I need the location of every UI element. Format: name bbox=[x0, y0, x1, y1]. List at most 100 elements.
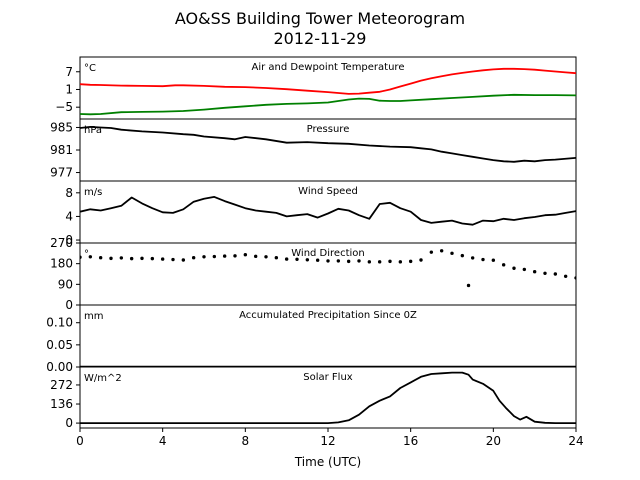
wind-direction-point bbox=[377, 260, 382, 264]
y-tick-label: 981 bbox=[50, 143, 73, 157]
unit-label: ° bbox=[84, 249, 89, 260]
wind-direction-point bbox=[408, 259, 413, 264]
unit-label: °C bbox=[84, 63, 96, 74]
panels-group: −5 1 7 °C Air and Dewpoint Temperature 977 981… bbox=[46, 56, 577, 430]
solar-flux-series-0-line bbox=[80, 371, 576, 424]
wind-direction-point bbox=[336, 259, 341, 263]
wind-direction-point bbox=[429, 250, 434, 254]
x-tick-label: 4 bbox=[159, 434, 167, 448]
wind-direction-point bbox=[202, 255, 206, 259]
wind-direction-point bbox=[481, 257, 485, 262]
wind-direction-point bbox=[119, 256, 124, 260]
air-and-dewpoint-temperature-series-0-line bbox=[80, 67, 576, 95]
unit-label: m/s bbox=[84, 187, 102, 198]
wind-direction-point bbox=[388, 259, 392, 264]
panel-title: Pressure bbox=[307, 124, 350, 135]
wind-direction-point bbox=[109, 256, 113, 261]
wind-direction-point bbox=[491, 258, 496, 262]
wind-direction-point bbox=[543, 271, 547, 276]
wind-direction-point bbox=[553, 272, 558, 276]
panel-solar-flux: 0 136 272 W/m^2 Solar Flux bbox=[50, 366, 577, 430]
y-tick-label: 4 bbox=[65, 209, 73, 223]
air-and-dewpoint-temperature-series-1-line bbox=[80, 93, 576, 116]
wind-direction-point bbox=[574, 276, 576, 280]
y-tick-label: 270 bbox=[50, 236, 73, 250]
y-tick-label: 0.05 bbox=[46, 338, 73, 352]
wind-direction-point bbox=[419, 258, 423, 262]
x-tick-label: 24 bbox=[568, 434, 583, 448]
wind-speed-series-0-line bbox=[80, 196, 576, 226]
wind-direction-point bbox=[470, 256, 475, 260]
wind-direction-point bbox=[212, 254, 217, 259]
y-tick-label: 0.10 bbox=[46, 316, 73, 330]
x-tick-label: 0 bbox=[76, 434, 84, 448]
wind-direction-point bbox=[439, 249, 444, 253]
wind-direction-point bbox=[460, 253, 465, 258]
y-tick-label: 180 bbox=[50, 257, 73, 271]
wind-direction-point bbox=[264, 255, 268, 259]
x-tick-label: 12 bbox=[320, 434, 335, 448]
panel-title: Air and Dewpoint Temperature bbox=[252, 62, 405, 73]
panel-title: Solar Flux bbox=[303, 372, 353, 383]
wind-direction-point bbox=[80, 255, 82, 259]
wind-direction-point bbox=[253, 254, 258, 259]
y-tick-label: 8 bbox=[65, 186, 73, 200]
wind-direction-point bbox=[129, 256, 134, 261]
wind-direction-point bbox=[274, 255, 279, 260]
x-axis-label: Time (UTC) bbox=[294, 455, 361, 469]
unit-label: mm bbox=[84, 311, 103, 322]
y-tick-label: 7 bbox=[65, 65, 73, 79]
panel-air-and-dewpoint-temperature: −5 1 7 °C Air and Dewpoint Temperature bbox=[55, 56, 577, 120]
y-tick-label: 0 bbox=[65, 233, 73, 247]
wind-direction-point bbox=[160, 257, 165, 261]
wind-direction-point bbox=[98, 255, 103, 260]
figure-title-line2: 2012-11-29 bbox=[274, 29, 367, 48]
wind-direction-point bbox=[512, 266, 516, 270]
figure-title-line1: AO&SS Building Tower Meteorogram bbox=[175, 9, 465, 28]
wind-direction-point bbox=[284, 257, 289, 261]
wind-direction-point bbox=[295, 257, 299, 262]
wind-direction-point bbox=[563, 274, 568, 278]
y-tick-label: 272 bbox=[50, 378, 73, 392]
y-tick-label: 977 bbox=[50, 166, 73, 180]
wind-direction-point bbox=[233, 254, 237, 258]
y-tick-label: 1 bbox=[65, 82, 73, 96]
wind-direction-point bbox=[315, 258, 320, 262]
wind-direction-point bbox=[181, 258, 186, 262]
wind-direction-point bbox=[501, 263, 506, 267]
wind-direction-point bbox=[532, 270, 537, 274]
unit-label: hPa bbox=[84, 125, 102, 136]
wind-direction-point bbox=[88, 255, 93, 259]
panel-title: Wind Speed bbox=[298, 186, 358, 197]
y-tick-label: 0 bbox=[65, 416, 73, 430]
y-tick-label: 0 bbox=[65, 298, 73, 312]
y-tick-label: −5 bbox=[55, 100, 73, 114]
x-tick-label: 20 bbox=[486, 434, 501, 448]
y-tick-label: 985 bbox=[50, 120, 73, 134]
x-tick-label: 8 bbox=[242, 434, 250, 448]
wind-direction-point bbox=[150, 256, 155, 261]
wind-direction-point bbox=[466, 283, 471, 288]
wind-direction-point bbox=[398, 260, 403, 264]
panel-wind-direction: 0 90 180 270 ° Wind Direction bbox=[50, 236, 577, 312]
wind-direction-point bbox=[243, 253, 248, 257]
pressure-series-0-line bbox=[80, 126, 576, 163]
wind-direction-point bbox=[222, 254, 227, 258]
panel-title: Accumulated Precipitation Since 0Z bbox=[239, 310, 417, 321]
unit-label: W/m^2 bbox=[84, 373, 122, 384]
wind-direction-point bbox=[171, 257, 175, 262]
panel-accumulated-precipitation-since-0z: 0.00 0.05 0.10 mm Accumulated Precipitation … bbox=[46, 304, 577, 374]
panel-wind-speed: 0 4 8 m/s Wind Speed bbox=[65, 180, 577, 247]
wind-direction-point bbox=[305, 258, 310, 262]
y-tick-label: 136 bbox=[50, 397, 73, 411]
x-tick-label: 16 bbox=[403, 434, 418, 448]
x-axis: 0 4 8 12 16 20 24 bbox=[76, 428, 584, 448]
wind-direction-point bbox=[191, 255, 196, 260]
panel-pressure: 977 981 985 hPa Pressure bbox=[50, 118, 577, 182]
panel-title: Wind Direction bbox=[291, 248, 365, 259]
y-tick-label: 0.00 bbox=[46, 360, 73, 374]
wind-direction-point bbox=[450, 251, 454, 256]
wind-direction-point bbox=[522, 267, 527, 272]
wind-direction-point bbox=[326, 259, 330, 263]
